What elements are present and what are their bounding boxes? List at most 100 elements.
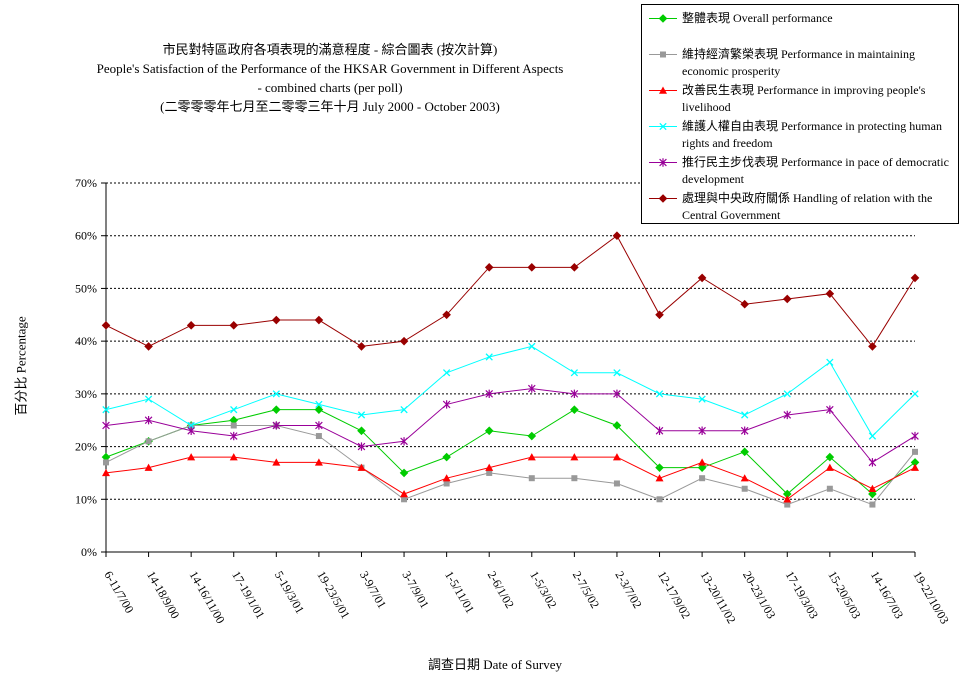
legend-point — [659, 122, 667, 131]
data-point — [442, 400, 451, 409]
data-point — [527, 453, 536, 461]
data-point — [868, 489, 877, 499]
data-point — [571, 475, 578, 482]
data-point — [740, 299, 749, 309]
data-point — [484, 263, 494, 272]
data-point — [144, 395, 153, 403]
x-tick-label: 2-6/1/02 — [485, 569, 517, 611]
x-tick-label: 5-19/3/01 — [272, 569, 307, 616]
data-point — [741, 485, 748, 492]
series-3 — [102, 342, 919, 440]
x-tick-label: 19-23/5/01 — [314, 569, 352, 622]
data-point — [229, 431, 238, 441]
data-point — [741, 411, 749, 419]
data-point — [528, 475, 535, 482]
legend-label-livelihood: 改善民生表現 Performance in improving people's… — [682, 83, 926, 114]
data-point — [401, 496, 408, 503]
data-point — [357, 411, 366, 419]
series-5 — [101, 231, 920, 351]
data-point — [315, 433, 322, 440]
data-point — [230, 422, 237, 429]
series-line — [105, 234, 916, 348]
data-point — [103, 459, 109, 466]
data-point — [145, 438, 152, 445]
data-point — [229, 453, 238, 461]
data-point — [783, 410, 792, 420]
legend-point — [660, 51, 666, 58]
data-point — [357, 342, 366, 351]
y-axis-title: 百分比 Percentage — [13, 316, 29, 416]
data-point — [528, 342, 536, 351]
x-tick-label: 1-5/11/01 — [442, 569, 477, 616]
data-point — [442, 369, 451, 377]
legend-marker-democracy — [649, 158, 677, 167]
data-point — [868, 342, 877, 351]
data-point — [570, 405, 579, 414]
data-point — [911, 390, 919, 398]
data-point — [357, 426, 366, 436]
data-point — [612, 231, 622, 241]
series-line — [105, 388, 916, 464]
x-tick-label: 14-16/11/00 — [187, 569, 228, 626]
data-point — [782, 294, 792, 304]
legend-marker-human-rights — [649, 122, 677, 131]
legend-label-overall: 整體表現 Overall performance — [682, 11, 833, 25]
data-point — [272, 458, 281, 466]
y-tick-label: 60% — [75, 229, 97, 243]
data-point — [400, 406, 408, 414]
data-point — [102, 406, 110, 414]
data-point — [101, 321, 111, 330]
y-tick-label: 20% — [75, 440, 97, 454]
data-point — [868, 458, 877, 467]
data-point — [869, 501, 876, 508]
data-point — [442, 310, 451, 320]
data-point — [272, 315, 281, 325]
data-point — [229, 321, 239, 330]
data-point — [272, 405, 281, 414]
series-line — [105, 345, 916, 437]
x-axis-title: 調查日期 Date of Survey — [428, 657, 562, 672]
data-point — [655, 426, 664, 435]
legend-marker-central-gov — [649, 194, 677, 203]
data-point — [570, 389, 579, 399]
data-point — [698, 458, 707, 466]
x-tick-label: 1-5/3/02 — [527, 569, 559, 611]
x-tick-label: 3-9/7/01 — [357, 569, 389, 611]
data-point — [187, 453, 196, 461]
data-point — [784, 501, 791, 508]
data-point — [826, 485, 833, 492]
y-tick-label: 10% — [75, 492, 97, 506]
data-point — [868, 432, 877, 440]
x-tick-label: 19-22/10/03 — [910, 569, 951, 627]
chart-legend: 整體表現 Overall performance 維持經濟繁榮表現 Perfor… — [641, 4, 959, 224]
data-point — [825, 463, 834, 471]
x-tick-label: 14-16/7/03 — [868, 569, 906, 622]
data-point — [144, 342, 153, 351]
data-point — [613, 480, 620, 487]
data-point — [655, 463, 664, 472]
data-point — [187, 421, 195, 430]
series-4 — [102, 384, 919, 467]
y-tick-label: 0% — [81, 545, 97, 559]
data-point — [613, 369, 621, 377]
chart-title-en-line1: People's Satisfaction of the Performance… — [96, 61, 564, 76]
data-point — [443, 480, 450, 487]
data-point — [400, 437, 408, 446]
x-tick-label: 15-20/5/03 — [825, 569, 863, 622]
data-point — [187, 426, 195, 435]
x-tick-label: 3-7/9/01 — [399, 569, 431, 611]
data-point — [697, 273, 707, 283]
legend-point — [659, 158, 667, 167]
data-point — [740, 447, 749, 457]
data-point — [102, 468, 110, 477]
legend-point — [658, 14, 668, 23]
data-point — [527, 263, 537, 272]
series-line — [105, 456, 916, 500]
y-tick-label: 50% — [75, 281, 97, 295]
data-point — [699, 475, 706, 482]
legend-point — [659, 86, 667, 94]
data-point — [911, 431, 919, 441]
axes — [101, 182, 916, 557]
legend-label-human-rights: 維護人權自由表現 Performance in protecting human… — [682, 119, 942, 150]
